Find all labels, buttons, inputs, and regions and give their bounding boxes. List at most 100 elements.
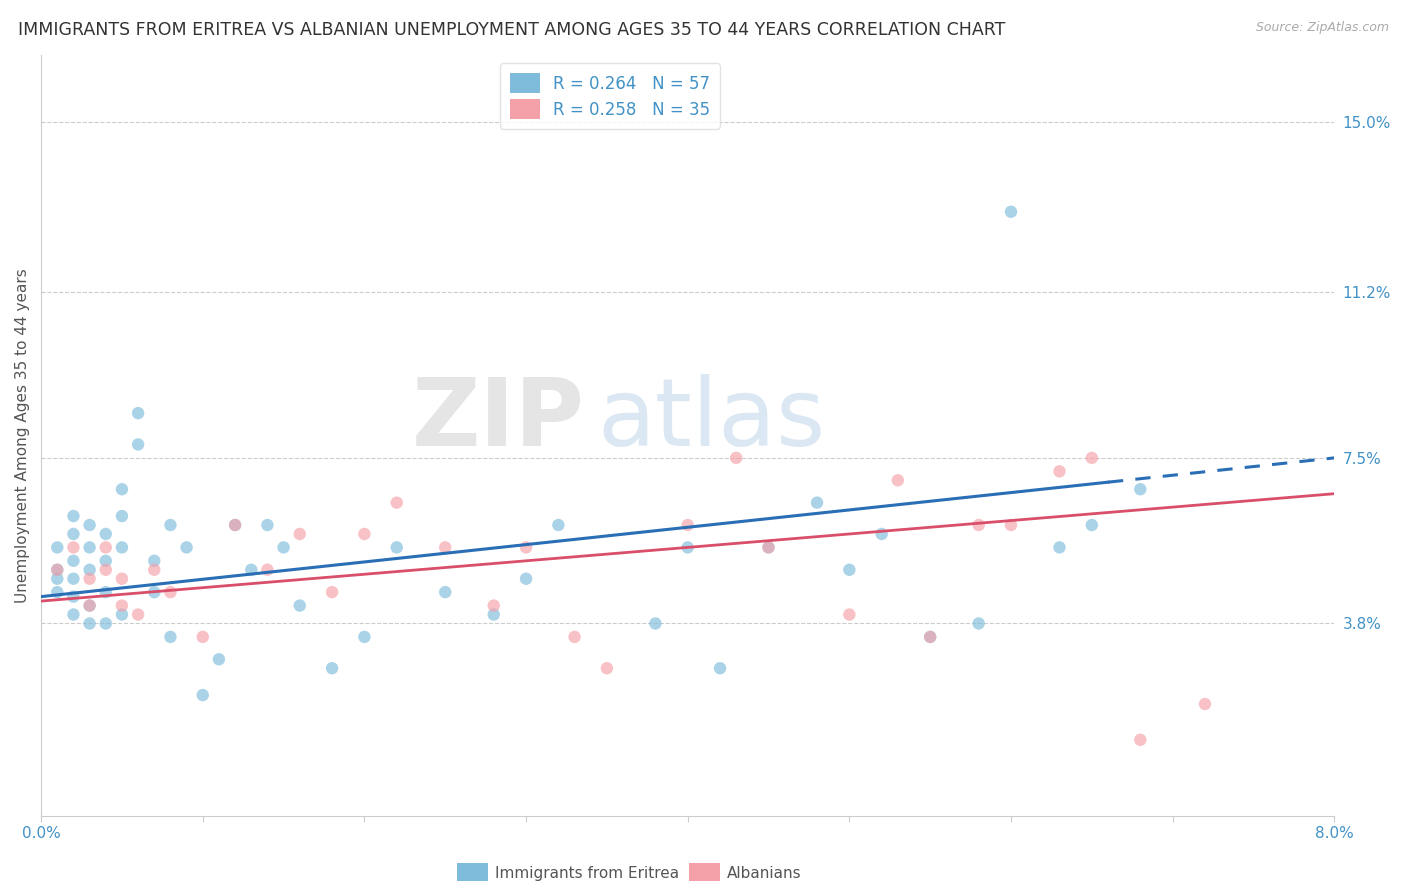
- Point: [127, 607, 149, 622]
- Text: atlas: atlas: [598, 375, 825, 467]
- Point: [838, 607, 860, 622]
- Point: [385, 541, 408, 555]
- Point: [596, 661, 619, 675]
- Point: [62, 541, 84, 555]
- Point: [1049, 541, 1071, 555]
- Point: [321, 585, 343, 599]
- Point: [256, 563, 278, 577]
- Point: [62, 554, 84, 568]
- Point: [46, 541, 69, 555]
- Point: [353, 630, 375, 644]
- Point: [564, 630, 586, 644]
- Point: [1129, 482, 1152, 496]
- Text: Source: ZipAtlas.com: Source: ZipAtlas.com: [1256, 21, 1389, 34]
- Point: [515, 572, 537, 586]
- Point: [94, 527, 117, 541]
- Point: [191, 630, 214, 644]
- Point: [46, 563, 69, 577]
- Point: [887, 473, 910, 487]
- Point: [111, 482, 134, 496]
- Point: [256, 518, 278, 533]
- Point: [967, 616, 990, 631]
- Point: [1081, 518, 1104, 533]
- Point: [1049, 464, 1071, 478]
- Point: [127, 437, 149, 451]
- Point: [482, 607, 505, 622]
- Point: [224, 518, 246, 533]
- Point: [676, 541, 699, 555]
- Point: [240, 563, 263, 577]
- Point: [111, 607, 134, 622]
- Point: [353, 527, 375, 541]
- Point: [79, 563, 101, 577]
- Point: [709, 661, 731, 675]
- Point: [62, 527, 84, 541]
- Point: [94, 563, 117, 577]
- Point: [62, 572, 84, 586]
- Point: [79, 572, 101, 586]
- Point: [191, 688, 214, 702]
- Point: [159, 630, 181, 644]
- Point: [94, 616, 117, 631]
- Point: [1129, 732, 1152, 747]
- Point: [143, 563, 166, 577]
- Point: [288, 599, 311, 613]
- Text: IMMIGRANTS FROM ERITREA VS ALBANIAN UNEMPLOYMENT AMONG AGES 35 TO 44 YEARS CORRE: IMMIGRANTS FROM ERITREA VS ALBANIAN UNEM…: [18, 21, 1005, 38]
- Point: [79, 616, 101, 631]
- Point: [79, 599, 101, 613]
- Point: [176, 541, 198, 555]
- Text: ZIP: ZIP: [412, 375, 585, 467]
- Text: Immigrants from Eritrea: Immigrants from Eritrea: [495, 866, 679, 880]
- Point: [967, 518, 990, 533]
- Point: [806, 496, 828, 510]
- Point: [143, 554, 166, 568]
- Point: [62, 590, 84, 604]
- Point: [62, 607, 84, 622]
- Point: [79, 541, 101, 555]
- Text: Albanians: Albanians: [727, 866, 801, 880]
- Point: [159, 585, 181, 599]
- Point: [94, 585, 117, 599]
- Point: [46, 585, 69, 599]
- Point: [46, 563, 69, 577]
- Point: [288, 527, 311, 541]
- Point: [1000, 204, 1022, 219]
- Point: [46, 572, 69, 586]
- Point: [79, 599, 101, 613]
- Y-axis label: Unemployment Among Ages 35 to 44 years: Unemployment Among Ages 35 to 44 years: [15, 268, 30, 603]
- Point: [111, 599, 134, 613]
- Point: [111, 572, 134, 586]
- Point: [385, 496, 408, 510]
- Point: [547, 518, 569, 533]
- Point: [111, 541, 134, 555]
- Point: [321, 661, 343, 675]
- Point: [273, 541, 295, 555]
- Point: [482, 599, 505, 613]
- Point: [1000, 518, 1022, 533]
- Point: [159, 518, 181, 533]
- Point: [870, 527, 893, 541]
- Point: [94, 554, 117, 568]
- Point: [224, 518, 246, 533]
- Point: [127, 406, 149, 420]
- Point: [920, 630, 942, 644]
- Point: [758, 541, 780, 555]
- Point: [111, 509, 134, 524]
- Point: [1081, 450, 1104, 465]
- Point: [725, 450, 748, 465]
- Point: [434, 541, 457, 555]
- Point: [676, 518, 699, 533]
- Point: [515, 541, 537, 555]
- Point: [644, 616, 666, 631]
- Point: [758, 541, 780, 555]
- Legend: R = 0.264   N = 57, R = 0.258   N = 35: R = 0.264 N = 57, R = 0.258 N = 35: [501, 63, 720, 128]
- Point: [1194, 697, 1216, 711]
- Point: [920, 630, 942, 644]
- Point: [208, 652, 231, 666]
- Point: [62, 509, 84, 524]
- Point: [434, 585, 457, 599]
- Point: [143, 585, 166, 599]
- Point: [94, 541, 117, 555]
- Point: [838, 563, 860, 577]
- Point: [79, 518, 101, 533]
